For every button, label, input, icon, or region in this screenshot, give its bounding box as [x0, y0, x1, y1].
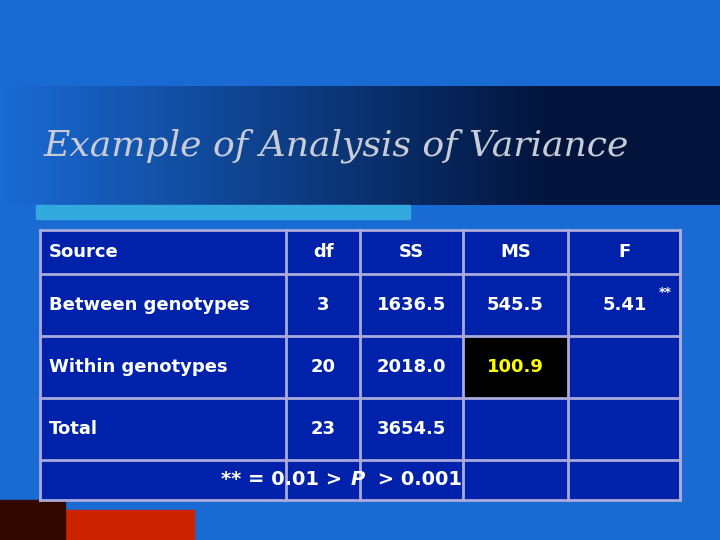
Text: MS: MS	[500, 243, 531, 261]
Text: SS: SS	[399, 243, 424, 261]
Bar	[0, 510, 194, 540]
Text: ** = 0.01 >: ** = 0.01 >	[221, 470, 349, 489]
Text: Within genotypes: Within genotypes	[49, 358, 228, 376]
Bar	[40, 230, 680, 500]
Text: 3: 3	[317, 296, 330, 314]
Bar	[0, 500, 65, 540]
Text: 20: 20	[310, 358, 336, 376]
Text: 3654.5: 3654.5	[377, 420, 446, 438]
Text: P: P	[351, 470, 365, 489]
Text: 5.41: 5.41	[602, 296, 647, 314]
Text: 2018.0: 2018.0	[377, 358, 446, 376]
Text: Between genotypes: Between genotypes	[49, 296, 250, 314]
Text: 1636.5: 1636.5	[377, 296, 446, 314]
Bar	[462, 336, 568, 399]
Text: Total: Total	[49, 420, 98, 438]
Text: 23: 23	[310, 420, 336, 438]
Text: df: df	[313, 243, 333, 261]
Text: Example of Analysis of Variance: Example of Analysis of Variance	[43, 129, 629, 163]
Bar	[36, 205, 410, 219]
Text: 545.5: 545.5	[487, 296, 544, 314]
Text: 100.9: 100.9	[487, 358, 544, 376]
Text: Source: Source	[49, 243, 119, 261]
Text: > 0.001: > 0.001	[371, 470, 462, 489]
Text: F: F	[618, 243, 631, 261]
Text: **: **	[659, 286, 672, 299]
